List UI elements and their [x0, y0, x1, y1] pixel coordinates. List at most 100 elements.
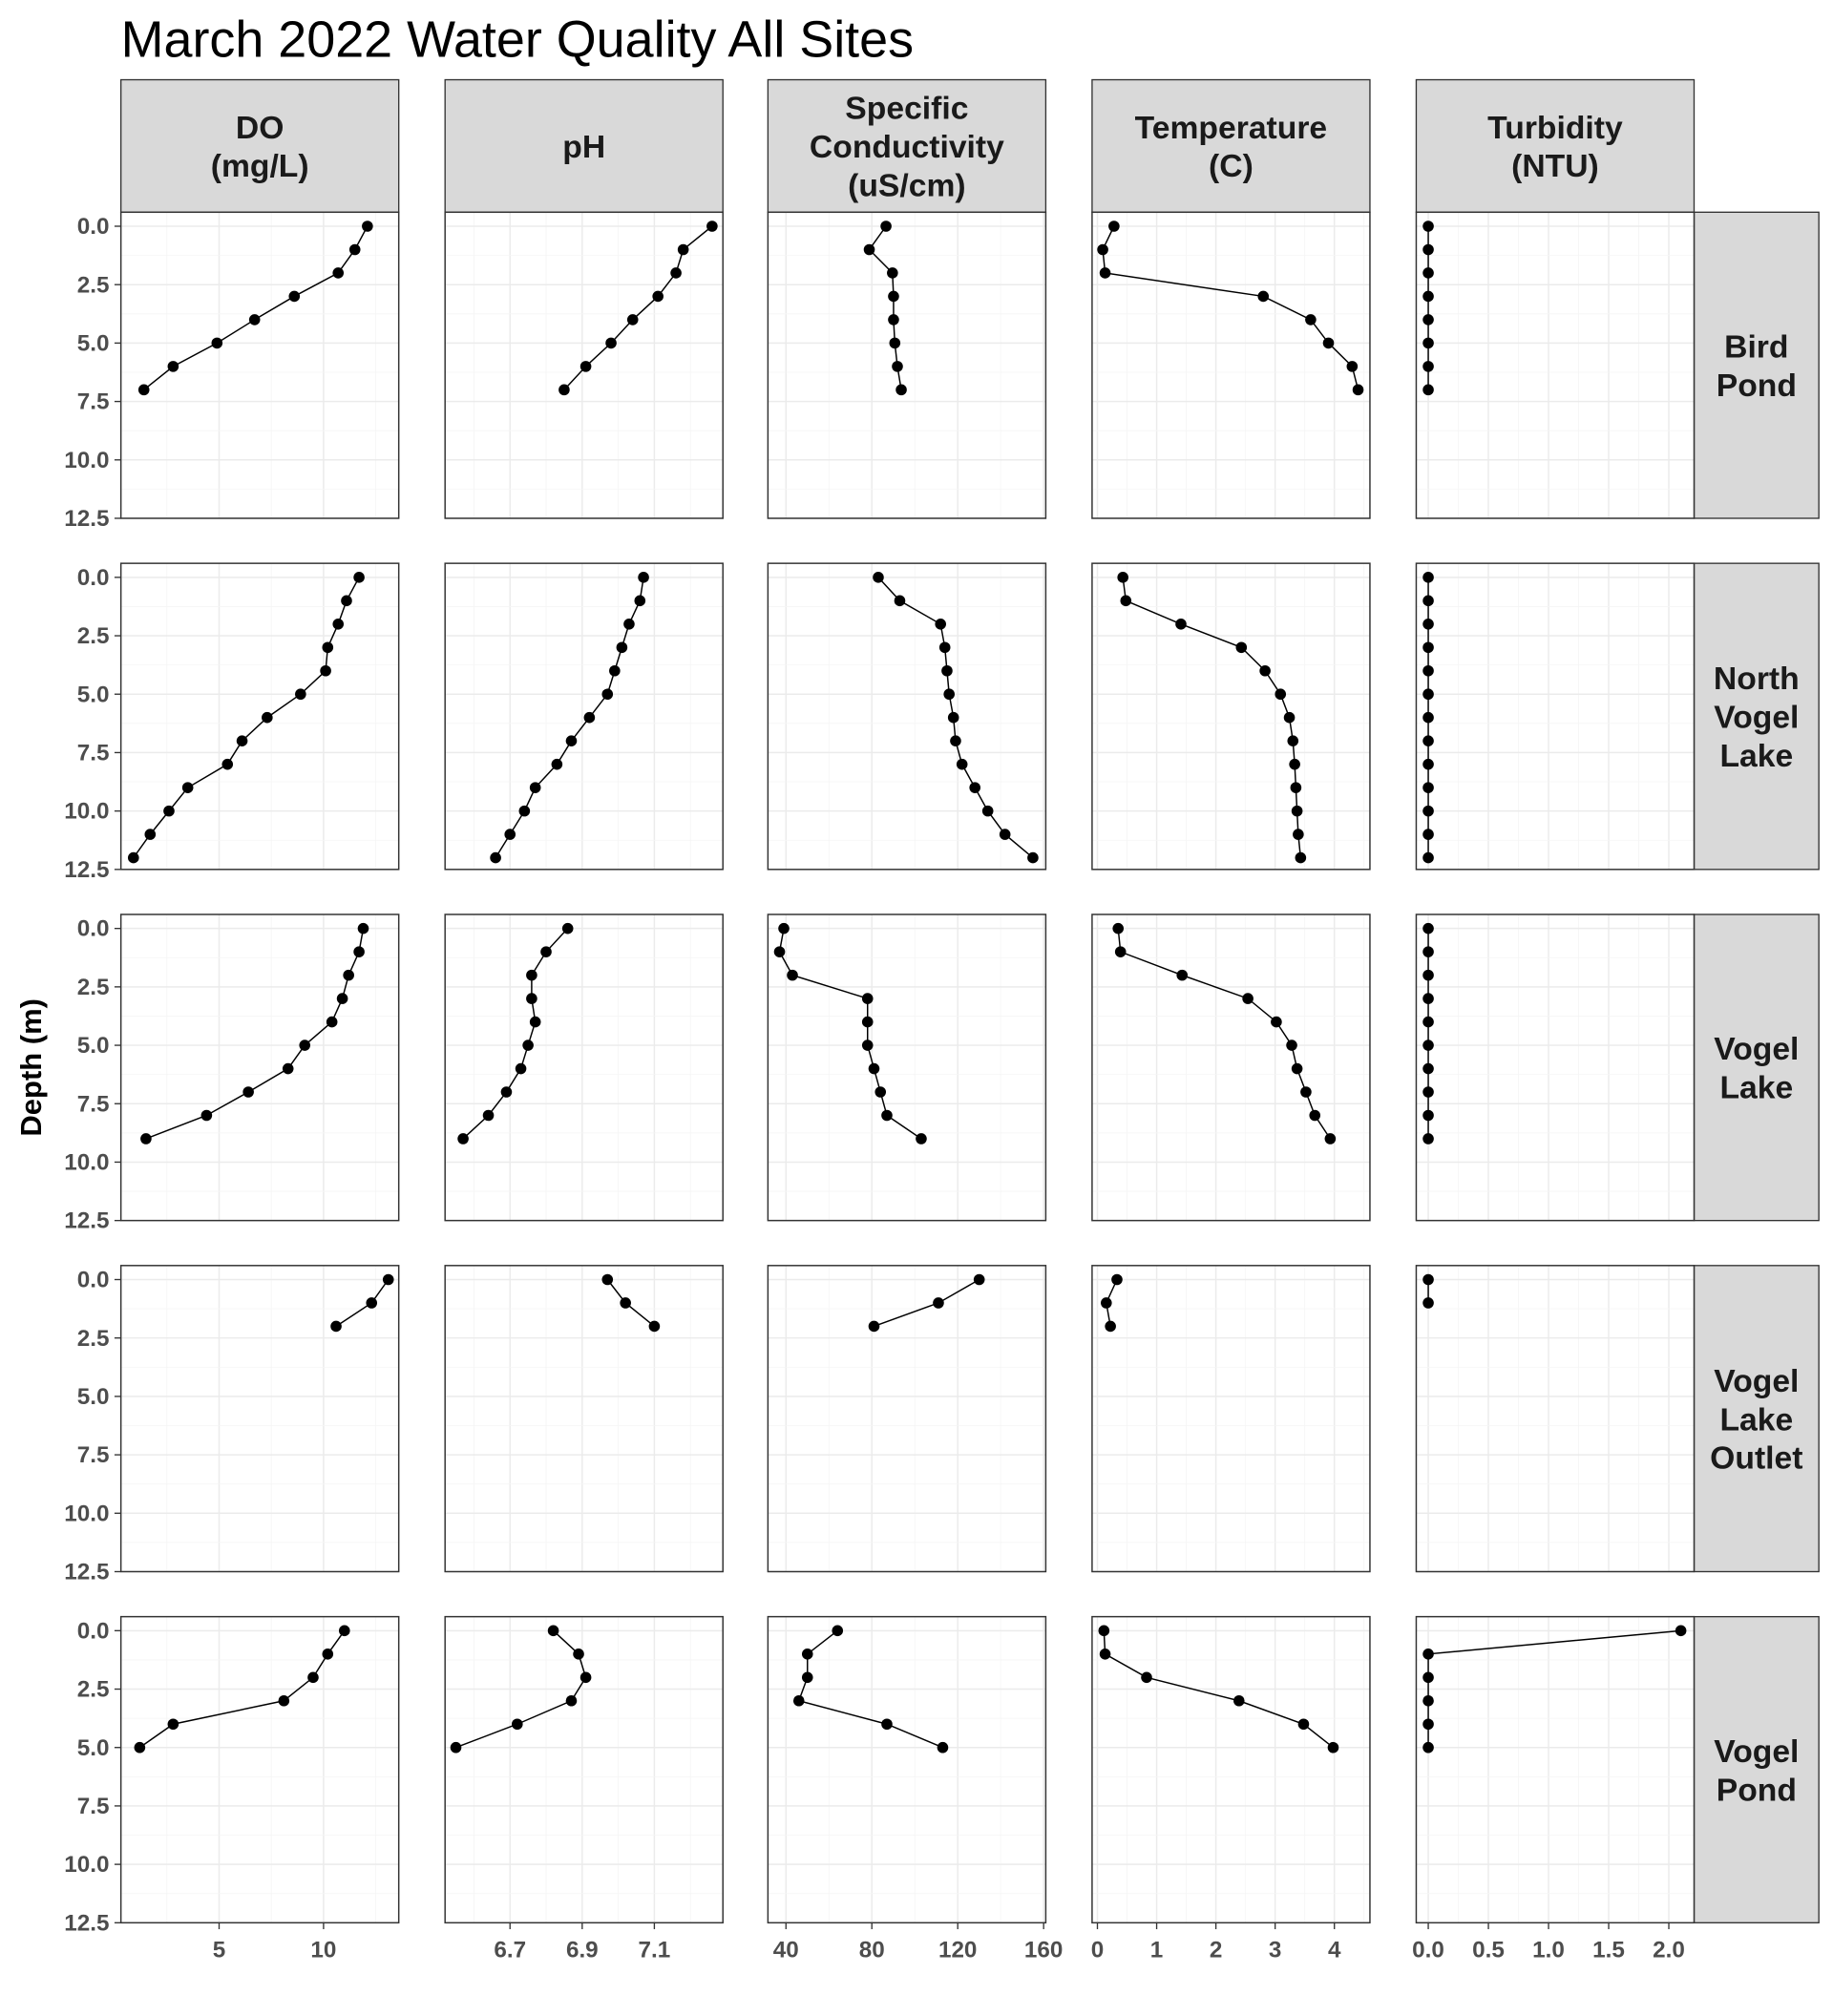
data-point: [1422, 1040, 1434, 1051]
data-point: [522, 1040, 534, 1051]
data-point: [200, 1109, 213, 1122]
data-point: [140, 1133, 152, 1144]
data-point: [1422, 664, 1434, 677]
profile-line: [455, 1629, 587, 1749]
x-tick-label: 1.0: [1532, 1938, 1565, 1964]
x-tick-label: 3: [1269, 1938, 1282, 1964]
data-point: [1422, 758, 1434, 770]
data-point: [938, 641, 951, 654]
data-point: [792, 1694, 805, 1707]
facet-panel: [1091, 914, 1371, 1222]
y-tick-label: 5.0: [77, 330, 110, 356]
data-point: [579, 1671, 592, 1684]
data-point: [366, 1297, 378, 1309]
y-tick-label: 7.5: [77, 1794, 110, 1819]
data-point: [1309, 1109, 1321, 1122]
data-point: [981, 805, 994, 817]
row-strip: [1693, 562, 1820, 871]
data-point: [861, 1016, 874, 1028]
data-point: [1422, 1062, 1434, 1075]
x-tick-label: 4: [1328, 1938, 1341, 1964]
data-point: [551, 758, 563, 770]
panel-border: [1091, 1265, 1371, 1573]
data-point: [1259, 664, 1271, 677]
data-point: [1099, 1648, 1111, 1660]
data-point: [1422, 384, 1434, 396]
data-point: [1422, 805, 1434, 817]
data-point: [558, 384, 570, 396]
data-point: [863, 243, 875, 256]
data-point: [144, 829, 157, 840]
data-point: [1422, 993, 1434, 1004]
data-point: [935, 618, 946, 630]
data-point: [262, 711, 273, 724]
x-tick-label: 6.7: [494, 1938, 526, 1964]
data-point: [348, 243, 361, 256]
data-point: [341, 595, 352, 607]
data-point: [1422, 314, 1434, 326]
data-point: [1422, 572, 1434, 583]
data-point: [933, 1297, 944, 1309]
data-point: [895, 384, 907, 396]
column-strip-temp: [1091, 78, 1371, 213]
row-strip-label: North: [1714, 662, 1800, 697]
data-point: [1322, 337, 1335, 349]
data-point: [1297, 1718, 1310, 1731]
row-strip: [1693, 914, 1820, 1222]
panel-border: [1415, 1615, 1696, 1924]
data-point: [1295, 851, 1307, 864]
data-point: [1271, 1016, 1282, 1028]
facet-panel: [767, 914, 1047, 1222]
x-tick-label: 2.0: [1653, 1938, 1685, 1964]
x-tick-label: 2: [1210, 1938, 1223, 1964]
data-point: [242, 1086, 254, 1098]
data-point: [526, 993, 537, 1004]
data-point: [326, 1016, 338, 1028]
data-point: [353, 946, 365, 957]
data-point: [941, 664, 953, 677]
facet-panel: [767, 1265, 1047, 1573]
facet-panel: [444, 211, 724, 519]
data-point: [490, 851, 501, 864]
facet-panel: [1091, 211, 1371, 519]
data-point: [868, 1062, 880, 1075]
row-strip-label: Outlet: [1710, 1441, 1802, 1477]
data-point: [1422, 711, 1434, 724]
data-point: [605, 337, 617, 349]
data-point: [1422, 1694, 1434, 1707]
data-point: [1108, 220, 1120, 232]
data-point: [1422, 1671, 1434, 1684]
panel-border: [767, 1615, 1047, 1924]
data-point: [887, 267, 898, 279]
x-tick-label: 40: [773, 1938, 799, 1964]
data-point: [1111, 1273, 1123, 1286]
column-strip-label: pH: [562, 130, 605, 165]
data-point: [1098, 1625, 1110, 1637]
x-tick-label: 1: [1150, 1938, 1164, 1964]
data-point: [1324, 1133, 1337, 1144]
data-point: [1422, 641, 1434, 654]
profile-line: [778, 928, 922, 1140]
y-tick-label: 0.0: [77, 1618, 110, 1644]
y-tick-label: 2.5: [77, 1677, 110, 1703]
data-point: [1422, 220, 1434, 232]
x-tick-label: 5: [213, 1938, 226, 1964]
data-point: [181, 782, 194, 793]
facet-panel: [119, 914, 400, 1222]
data-point: [167, 1718, 179, 1731]
data-point: [888, 290, 899, 303]
data-point: [288, 290, 301, 303]
data-point: [868, 1320, 880, 1333]
data-point: [357, 922, 369, 934]
y-tick-label: 10.0: [64, 448, 109, 473]
facet-panel: [1415, 211, 1696, 519]
data-point: [221, 758, 234, 770]
data-point: [1422, 1016, 1434, 1028]
facet-panel: [1091, 562, 1371, 871]
data-point: [565, 1694, 578, 1707]
panel-border: [1091, 562, 1371, 871]
data-point: [1235, 641, 1248, 654]
data-point: [778, 922, 790, 934]
y-tick-label: 5.0: [77, 1735, 110, 1761]
data-point: [889, 337, 901, 349]
